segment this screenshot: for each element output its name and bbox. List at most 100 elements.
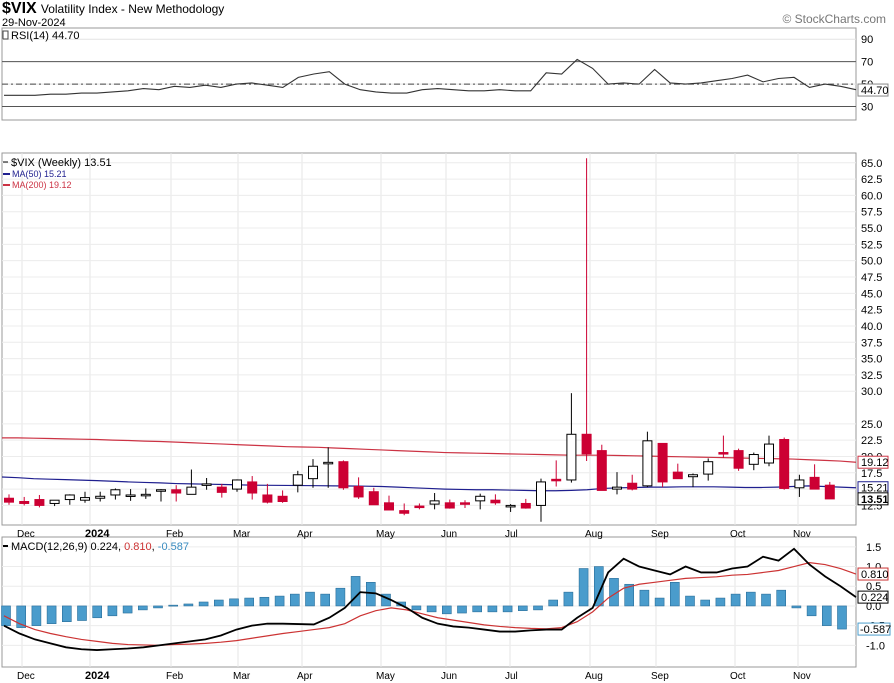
macd-line xyxy=(3,547,857,651)
macd-histogram-bar xyxy=(16,605,27,628)
brand-watermark: © StockCharts.com xyxy=(782,12,886,26)
rsi-legend-swatch xyxy=(2,30,9,40)
panel-frame-price xyxy=(1,152,857,526)
macd-x-label: 2024 xyxy=(85,670,110,682)
macd-histogram-bar xyxy=(168,604,178,607)
macd-histogram-bar xyxy=(685,595,695,607)
candle-body xyxy=(490,499,501,504)
price-tick-label: 52.5 xyxy=(861,239,882,251)
macd-histogram-bar xyxy=(700,599,711,607)
rsi-legend: RSI(14) 44.70 xyxy=(11,30,79,42)
candle-body xyxy=(809,476,820,490)
macd-histogram-bar xyxy=(533,605,543,611)
macd-histogram-bar xyxy=(730,593,741,607)
price-tick-label: 30.0 xyxy=(861,386,882,398)
macd-histogram-bar xyxy=(320,593,331,607)
macd-histogram-bar xyxy=(153,605,163,609)
candle-body xyxy=(444,502,455,509)
macd-x-label: Nov xyxy=(793,671,811,682)
candle-body xyxy=(277,495,288,503)
ma50-line xyxy=(1,476,857,492)
candle-body xyxy=(64,494,75,501)
price-tick-label: 40.0 xyxy=(861,321,882,333)
candle-body xyxy=(353,485,364,498)
price-x-label: Feb xyxy=(166,529,184,540)
candle-body xyxy=(566,433,577,481)
macd-x-label: Sep xyxy=(651,671,669,682)
macd-tick-label: 1.5 xyxy=(866,542,881,554)
rsi-value-box xyxy=(857,83,889,97)
macd-histogram-bar xyxy=(46,605,57,624)
macd-histogram-bar xyxy=(259,596,270,607)
candle-body xyxy=(505,504,516,508)
candle-body xyxy=(399,510,410,514)
candle-body xyxy=(429,500,440,505)
macd-histogram-bar xyxy=(305,591,315,607)
price-tick-label: 35.0 xyxy=(861,354,882,366)
candle-body xyxy=(49,499,60,504)
macd-x-label: May xyxy=(376,671,395,682)
candle-body xyxy=(794,479,805,489)
price-x-label: Aug xyxy=(585,529,603,540)
price-x-label: May xyxy=(376,529,395,540)
symbol: $VIX xyxy=(2,0,37,17)
price-legend: $VIX (Weekly) 13.51 xyxy=(11,157,112,169)
candle-body xyxy=(520,502,531,509)
macd-histogram-bar xyxy=(138,605,148,611)
candle-body xyxy=(262,494,273,503)
price-tick-label: 65.0 xyxy=(861,158,882,170)
last-price-label: 13.51 xyxy=(861,494,889,506)
candle-body xyxy=(308,465,318,480)
macd-histogram-bar xyxy=(457,605,467,614)
candle-body xyxy=(414,505,425,509)
macd-histogram-bar xyxy=(426,605,437,613)
macd-histogram-bar xyxy=(669,582,680,607)
rsi-tick-label: 30 xyxy=(861,102,873,114)
price-x-label: Dec xyxy=(17,529,35,540)
price-tick-label: 17.5 xyxy=(861,468,882,480)
candle-body xyxy=(156,489,166,492)
candle-body xyxy=(216,486,227,493)
macd-hist-value-label: -0.587 xyxy=(860,624,891,636)
candle-body xyxy=(536,481,546,506)
price-x-label: Jun xyxy=(441,529,457,540)
candle-body xyxy=(140,493,151,497)
candle-body xyxy=(581,433,592,455)
macd-histogram-bar xyxy=(274,595,285,607)
ma200-value-label: 19.12 xyxy=(861,457,889,469)
candle-body xyxy=(475,495,486,502)
macd-histogram-bar xyxy=(229,598,239,607)
macd-x-label: Mar xyxy=(233,671,251,682)
price-x-label: Nov xyxy=(793,529,811,540)
macd-signal-value-box xyxy=(857,567,889,581)
macd-histogram-bar xyxy=(244,597,254,607)
macd-signal-value-label: 0.810 xyxy=(861,569,889,581)
candle-body xyxy=(657,442,668,483)
rsi-line xyxy=(4,58,857,96)
price-tick-label: 22.5 xyxy=(861,435,882,447)
price-x-label: Jul xyxy=(505,529,518,540)
macd-histogram-bar xyxy=(487,605,498,613)
price-x-label: 2024 xyxy=(85,528,110,540)
candle-body xyxy=(384,502,394,511)
ma50-legend: MA(50) 15.21 xyxy=(12,169,67,179)
price-tick-label: 47.5 xyxy=(861,272,882,284)
macd-histogram-bar xyxy=(806,605,817,617)
panel-frame-macd xyxy=(1,536,857,668)
macd-x-label: Dec xyxy=(17,671,35,682)
candle-body xyxy=(460,502,470,505)
macd-histogram-bar xyxy=(107,605,118,617)
macd-histogram-bar xyxy=(335,587,346,607)
price-tick-label: 32.5 xyxy=(861,370,882,382)
price-tick-label: 50.0 xyxy=(861,256,882,268)
price-tick-label: 42.5 xyxy=(861,305,882,317)
candle-body xyxy=(34,499,45,506)
price-x-label: Oct xyxy=(730,529,746,540)
macd-histogram-bar xyxy=(563,591,574,607)
rsi-tick-label: 70 xyxy=(861,57,873,69)
macd-x-label: Feb xyxy=(166,671,184,682)
ma200-line xyxy=(2,437,857,463)
macd-tick-label: -1.0 xyxy=(866,640,885,652)
